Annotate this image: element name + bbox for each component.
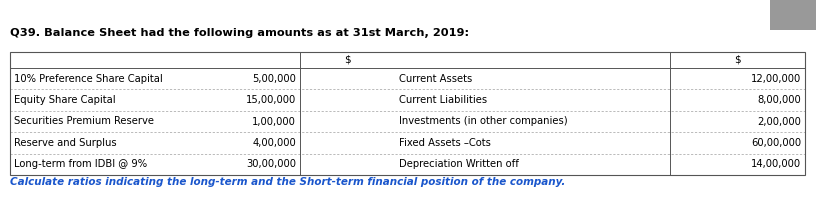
- Text: Securities Premium Reserve: Securities Premium Reserve: [14, 116, 154, 126]
- Text: 15,00,000: 15,00,000: [246, 95, 296, 105]
- Text: Current Assets: Current Assets: [399, 74, 472, 84]
- Text: $: $: [344, 55, 351, 65]
- Text: Calculate ratios indicating the long-term and the Short-term financial position : Calculate ratios indicating the long-ter…: [10, 177, 565, 187]
- Bar: [770, 0, 816, 30]
- Text: 10% Preference Share Capital: 10% Preference Share Capital: [14, 74, 162, 84]
- Text: 12,00,000: 12,00,000: [751, 74, 801, 84]
- Text: 60,00,000: 60,00,000: [751, 138, 801, 148]
- Text: Current Liabilities: Current Liabilities: [399, 95, 487, 105]
- Text: Fixed Assets –Cots: Fixed Assets –Cots: [399, 138, 491, 148]
- Text: 4,00,000: 4,00,000: [252, 138, 296, 148]
- Text: Reserve and Surplus: Reserve and Surplus: [14, 138, 117, 148]
- Text: 14,00,000: 14,00,000: [751, 159, 801, 169]
- Text: 8,00,000: 8,00,000: [757, 95, 801, 105]
- Text: Depreciation Written off: Depreciation Written off: [399, 159, 519, 169]
- Text: 5,00,000: 5,00,000: [252, 74, 296, 84]
- Text: Investments (in other companies): Investments (in other companies): [399, 116, 568, 126]
- Text: Q39. Balance Sheet had the following amounts as at 31st March, 2019:: Q39. Balance Sheet had the following amo…: [10, 28, 469, 38]
- Text: Equity Share Capital: Equity Share Capital: [14, 95, 116, 105]
- Text: $: $: [734, 55, 741, 65]
- Text: Long-term from IDBI @ 9%: Long-term from IDBI @ 9%: [14, 159, 147, 169]
- Text: 2,00,000: 2,00,000: [757, 116, 801, 126]
- Text: 30,00,000: 30,00,000: [246, 159, 296, 169]
- Text: 1,00,000: 1,00,000: [252, 116, 296, 126]
